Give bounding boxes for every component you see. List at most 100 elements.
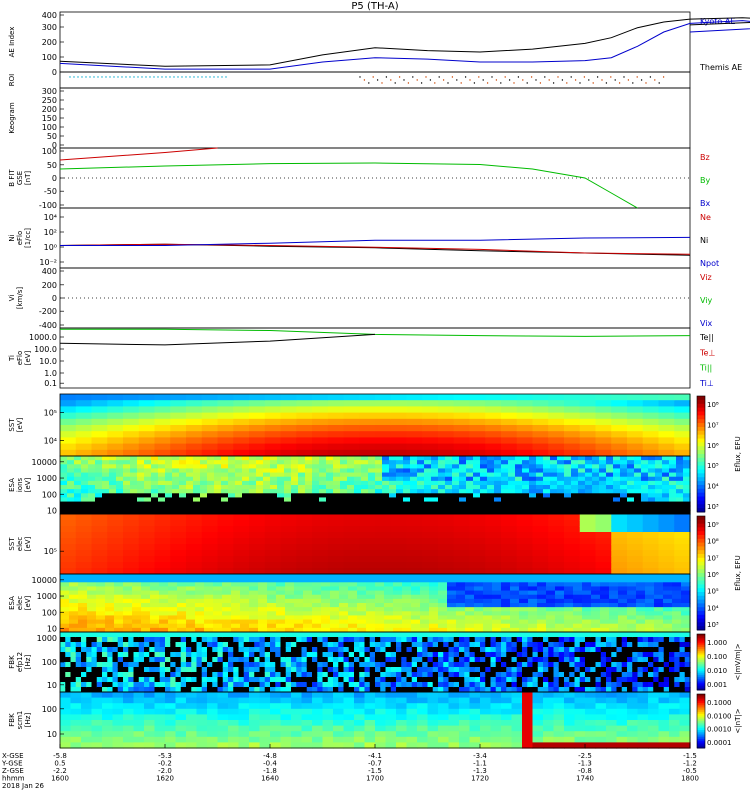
fbk_b-cell (322, 736, 334, 743)
fbk_e-cell (595, 662, 602, 668)
fbk_e-cell (86, 667, 93, 673)
esa_i-cell (361, 501, 369, 507)
esa_e-cell (141, 615, 151, 621)
fbk_e-cell (270, 672, 276, 678)
esa_e-cell (492, 586, 502, 592)
sst_i-cell (390, 406, 408, 414)
esa_e-cell (213, 578, 223, 583)
fbk_b-cell (238, 742, 250, 749)
esa_e-cell (510, 578, 520, 583)
sst_i-cell (375, 400, 392, 407)
fbk_e-cell (590, 657, 597, 663)
fbk_b-cell (595, 697, 607, 704)
esa_e-cell (573, 611, 583, 617)
esa_i-cell (347, 501, 355, 507)
fbk_e-cell (285, 652, 292, 658)
fbk_e-cell (196, 682, 203, 688)
esa_i-cell (179, 489, 187, 494)
sst_i-cell (138, 394, 156, 401)
fbk_e-cell (60, 687, 66, 693)
sst_i-cell (642, 412, 660, 420)
fbk_e-cell (537, 667, 544, 673)
fbk_e-cell (616, 682, 623, 688)
esa_e-cell (600, 623, 610, 629)
fbk_e-cell (296, 672, 303, 678)
esa_i-cell (305, 497, 313, 503)
fbk_e-cell (222, 632, 229, 638)
esa_i-cell (109, 489, 117, 494)
esa_i-cell (270, 464, 278, 470)
sst_e-cell (485, 514, 502, 521)
fbk_b-cell (70, 697, 82, 704)
esa_e-cell (159, 619, 169, 625)
fbk_e-cell (658, 672, 665, 678)
fbk_b-cell (385, 692, 397, 699)
fbk_e-cell (312, 687, 318, 693)
fbk_e-cell (669, 682, 675, 688)
fbk_e-cell (553, 662, 560, 668)
fbk_e-cell (144, 687, 150, 693)
esa_e-cell (258, 586, 268, 592)
sst_e-cell (469, 568, 486, 575)
sst_i-cell (296, 412, 313, 420)
fbk_b-cell (396, 720, 408, 727)
fbk_e-cell (191, 687, 198, 693)
fbk_e-cell (154, 642, 161, 648)
fbk_b-cell (364, 731, 376, 738)
esa_e-cell (114, 607, 124, 612)
esa_i-cell (319, 472, 327, 478)
esa_e-cell (672, 582, 682, 588)
esa_i-cell (179, 456, 187, 461)
fbk_e-cell (543, 672, 549, 678)
esa_e-cell (186, 623, 196, 629)
fbk_e-cell (123, 667, 129, 673)
esa_i-cell (193, 489, 201, 494)
esa_i-cell (487, 480, 495, 486)
esa_e-cell (681, 574, 691, 579)
fbk_e-cell (506, 667, 513, 673)
fbk_e-cell (154, 632, 161, 638)
fbk_e-cell (464, 667, 471, 673)
esa_e-cell (519, 590, 529, 596)
esa_i-cell (417, 456, 425, 461)
fbk_b-cell (312, 708, 324, 715)
esa_i-cell (270, 472, 278, 478)
esa_e-cell (420, 619, 430, 625)
esa_i-cell (263, 489, 271, 494)
fbk_e-cell (558, 652, 565, 658)
fbk_b-cell (459, 692, 471, 699)
esa_e-cell (555, 590, 565, 596)
sst_i-cell (406, 431, 423, 438)
fbk_b-cell (354, 714, 366, 721)
fbk_e-cell (480, 652, 486, 658)
esa_e-cell (60, 607, 70, 612)
sst_i-cell (264, 412, 282, 420)
esa_e-cell (330, 607, 340, 612)
esa_i-cell (403, 501, 411, 507)
fbk_e-cell (107, 667, 114, 673)
esa_i-cell (487, 501, 495, 507)
esa_i-cell (354, 472, 362, 478)
sst_e-cell (674, 526, 691, 533)
esa_i-cell (88, 472, 96, 478)
esa_i-cell (249, 456, 257, 461)
esa_i-cell (662, 464, 670, 470)
esa_i-cell (228, 464, 236, 470)
fbk_e-cell (296, 667, 303, 673)
esa_i-cell (312, 501, 320, 507)
fbk_b-cell (91, 736, 103, 743)
fbk_e-cell (165, 642, 171, 648)
esa_e-cell (231, 594, 241, 600)
sst_e-cell (422, 544, 439, 551)
fbk_b-cell (543, 692, 555, 699)
fbk_b-cell (196, 692, 208, 699)
esa_e-cell (168, 574, 178, 579)
fbk_e-cell (212, 677, 219, 683)
sst_e-cell (359, 514, 376, 521)
fbk_e-cell (422, 682, 429, 688)
fbk_e-cell (254, 682, 261, 688)
fbk_e-cell (532, 662, 539, 668)
fbk_e-cell (380, 657, 387, 663)
fbk_e-cell (663, 647, 670, 653)
esa_i-cell (347, 505, 355, 511)
